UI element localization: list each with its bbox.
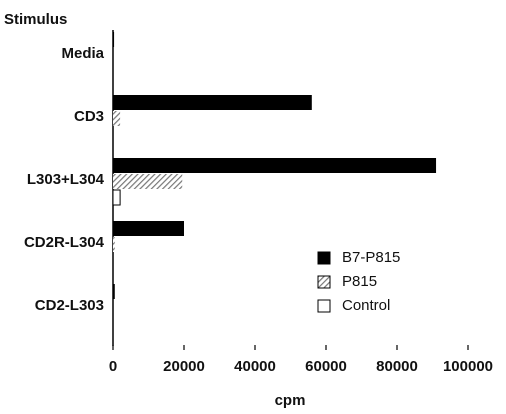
bar (113, 237, 115, 252)
y-tick-label: Media (61, 45, 104, 62)
legend-label: P815 (342, 273, 377, 290)
x-tick-label: 0 (109, 358, 117, 375)
x-tick-label: 20000 (163, 358, 205, 375)
bar (113, 174, 183, 189)
legend-label: B7-P815 (342, 249, 400, 266)
bar (113, 32, 115, 47)
y-tick-label: CD2R-L304 (24, 234, 105, 251)
x-tick-label: 80000 (376, 358, 418, 375)
bar (113, 221, 184, 236)
y-tick-label: L303+L304 (27, 171, 105, 188)
x-axis-title: cpm (275, 392, 306, 409)
bar (113, 111, 121, 126)
x-tick-label: 100000 (443, 358, 493, 375)
legend-swatch (317, 251, 331, 265)
legend-label: Control (342, 297, 390, 314)
y-tick-label: CD2-L303 (35, 297, 104, 314)
bar (112, 189, 121, 206)
legend-swatch (317, 299, 331, 313)
x-tick-label: 60000 (305, 358, 347, 375)
bar (113, 95, 312, 110)
y-tick-label: CD3 (74, 108, 104, 125)
bar (113, 158, 437, 173)
x-tick-label: 40000 (234, 358, 276, 375)
bar (113, 284, 115, 299)
legend-swatch (317, 275, 331, 289)
y-axis-title: Stimulus (4, 11, 67, 28)
